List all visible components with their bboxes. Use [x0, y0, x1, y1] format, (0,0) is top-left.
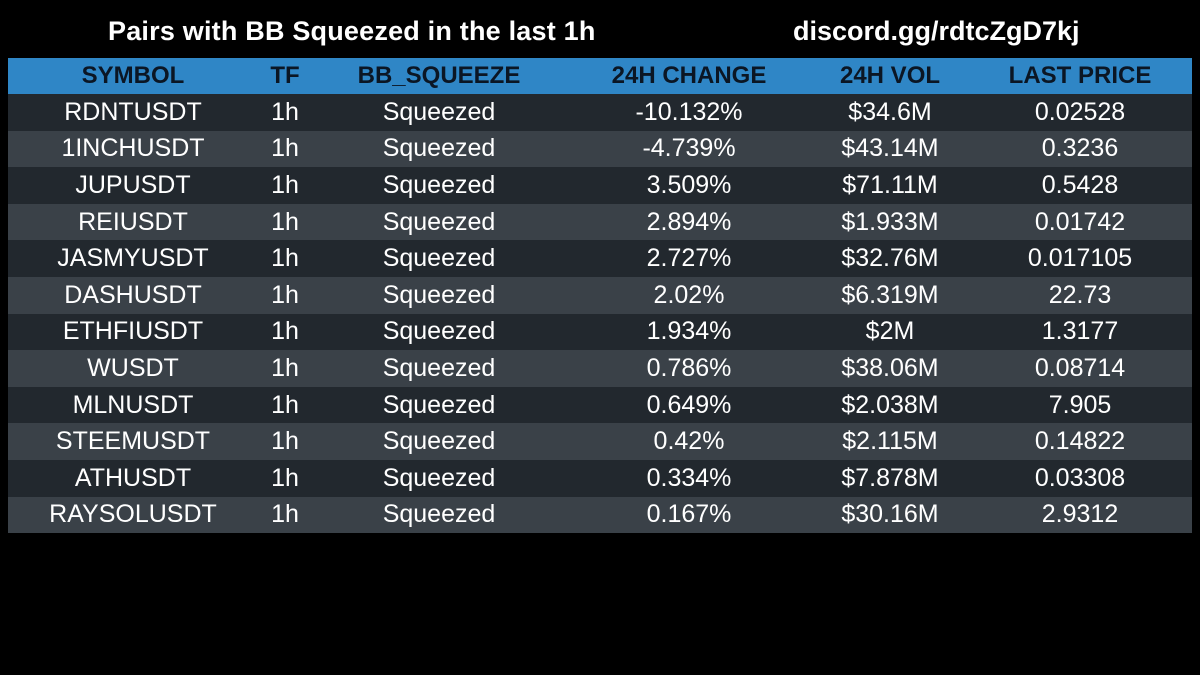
- cell-last-price: 0.14822: [968, 423, 1192, 460]
- cell-bb-squeeze: Squeezed: [312, 167, 566, 204]
- cell-24h-vol: $1.933M: [812, 203, 968, 241]
- cell-last-price: 2.9312: [968, 496, 1192, 534]
- cell-24h-change: 0.786%: [566, 350, 812, 387]
- cell-24h-change: -10.132%: [566, 94, 812, 131]
- cell-24h-change: 2.727%: [566, 240, 812, 277]
- table-header-row: SYMBOL TF BB_SQUEEZE 24H CHANGE 24H VOL …: [8, 58, 1192, 94]
- cell-symbol: ETHFIUSDT: [8, 313, 258, 351]
- cell-symbol: JASMYUSDT: [8, 240, 258, 277]
- cell-tf: 1h: [258, 313, 312, 351]
- table-row: JUPUSDT 1h Squeezed 3.509% $71.11M 0.5428: [8, 167, 1192, 204]
- cell-bb-squeeze: Squeezed: [312, 130, 566, 168]
- discord-link[interactable]: discord.gg/rdtcZgD7kj: [793, 16, 1080, 46]
- table-body: RDNTUSDT 1h Squeezed -10.132% $34.6M 0.02528 1…: [8, 94, 1192, 534]
- cell-bb-squeeze: Squeezed: [312, 459, 566, 497]
- cell-last-price: 0.3236: [968, 130, 1192, 168]
- cell-last-price: 1.3177: [968, 313, 1192, 351]
- cell-bb-squeeze: Squeezed: [312, 276, 566, 314]
- cell-last-price: 22.73: [968, 276, 1192, 314]
- cell-tf: 1h: [258, 167, 312, 204]
- cell-24h-vol: $43.14M: [812, 130, 968, 168]
- cell-symbol: 1INCHUSDT: [8, 130, 258, 168]
- cell-bb-squeeze: Squeezed: [312, 496, 566, 534]
- cell-symbol: DASHUSDT: [8, 276, 258, 314]
- cell-last-price: 0.03308: [968, 459, 1192, 497]
- table-row: ETHFIUSDT 1h Squeezed 1.934% $2M 1.3177: [8, 313, 1192, 351]
- cell-symbol: REIUSDT: [8, 203, 258, 241]
- cell-tf: 1h: [258, 350, 312, 387]
- cell-last-price: 0.02528: [968, 94, 1192, 131]
- column-header-tf: TF: [258, 58, 312, 94]
- cell-bb-squeeze: Squeezed: [312, 350, 566, 387]
- cell-24h-vol: $71.11M: [812, 167, 968, 204]
- cell-tf: 1h: [258, 423, 312, 460]
- table-row: 1INCHUSDT 1h Squeezed -4.739% $43.14M 0.3236: [8, 130, 1192, 168]
- header: Pairs with BB Squeezed in the last 1h di…: [0, 0, 1200, 58]
- cell-24h-change: 0.334%: [566, 459, 812, 497]
- cell-24h-change: 2.894%: [566, 203, 812, 241]
- cell-last-price: 0.08714: [968, 350, 1192, 387]
- cell-last-price: 7.905: [968, 386, 1192, 424]
- table-row: JASMYUSDT 1h Squeezed 2.727% $32.76M 0.017105: [8, 240, 1192, 277]
- cell-24h-vol: $6.319M: [812, 276, 968, 314]
- cell-bb-squeeze: Squeezed: [312, 94, 566, 131]
- page-title: Pairs with BB Squeezed in the last 1h: [108, 16, 596, 46]
- table-row: MLNUSDT 1h Squeezed 0.649% $2.038M 7.905: [8, 386, 1192, 424]
- cell-bb-squeeze: Squeezed: [312, 313, 566, 351]
- cell-tf: 1h: [258, 496, 312, 534]
- column-header-24h-change: 24H CHANGE: [566, 58, 812, 94]
- cell-24h-vol: $2M: [812, 313, 968, 351]
- column-header-symbol: SYMBOL: [8, 58, 258, 94]
- cell-24h-vol: $34.6M: [812, 94, 968, 131]
- cell-symbol: WUSDT: [8, 350, 258, 387]
- cell-symbol: MLNUSDT: [8, 386, 258, 424]
- cell-24h-change: 1.934%: [566, 313, 812, 351]
- cell-24h-change: 0.42%: [566, 423, 812, 460]
- column-header-last-price: LAST PRICE: [968, 58, 1192, 94]
- cell-tf: 1h: [258, 386, 312, 424]
- cell-symbol: STEEMUSDT: [8, 423, 258, 460]
- cell-tf: 1h: [258, 130, 312, 168]
- cell-bb-squeeze: Squeezed: [312, 203, 566, 241]
- cell-bb-squeeze: Squeezed: [312, 423, 566, 460]
- cell-symbol: RAYSOLUSDT: [8, 496, 258, 534]
- table-row: REIUSDT 1h Squeezed 2.894% $1.933M 0.01742: [8, 203, 1192, 241]
- cell-symbol: ATHUSDT: [8, 459, 258, 497]
- table-row: DASHUSDT 1h Squeezed 2.02% $6.319M 22.73: [8, 276, 1192, 314]
- cell-24h-vol: $7.878M: [812, 459, 968, 497]
- cell-24h-vol: $30.16M: [812, 496, 968, 534]
- cell-tf: 1h: [258, 203, 312, 241]
- cell-last-price: 0.5428: [968, 167, 1192, 204]
- cell-24h-vol: $38.06M: [812, 350, 968, 387]
- cell-tf: 1h: [258, 240, 312, 277]
- table-row: RAYSOLUSDT 1h Squeezed 0.167% $30.16M 2.9312: [8, 496, 1192, 534]
- cell-symbol: JUPUSDT: [8, 167, 258, 204]
- cell-24h-change: 0.167%: [566, 496, 812, 534]
- column-header-bb-squeeze: BB_SQUEEZE: [312, 58, 566, 94]
- cell-last-price: 0.01742: [968, 203, 1192, 241]
- cell-tf: 1h: [258, 276, 312, 314]
- cell-24h-change: 3.509%: [566, 167, 812, 204]
- table-row: WUSDT 1h Squeezed 0.786% $38.06M 0.08714: [8, 350, 1192, 387]
- table-row: RDNTUSDT 1h Squeezed -10.132% $34.6M 0.02528: [8, 94, 1192, 131]
- cell-24h-change: 0.649%: [566, 386, 812, 424]
- table-row: STEEMUSDT 1h Squeezed 0.42% $2.115M 0.14822: [8, 423, 1192, 460]
- column-header-24h-vol: 24H VOL: [812, 58, 968, 94]
- cell-24h-vol: $2.115M: [812, 423, 968, 460]
- cell-bb-squeeze: Squeezed: [312, 240, 566, 277]
- table-row: ATHUSDT 1h Squeezed 0.334% $7.878M 0.03308: [8, 459, 1192, 497]
- cell-tf: 1h: [258, 94, 312, 131]
- cell-last-price: 0.017105: [968, 240, 1192, 277]
- cell-24h-change: -4.739%: [566, 130, 812, 168]
- cell-tf: 1h: [258, 459, 312, 497]
- cell-24h-vol: $2.038M: [812, 386, 968, 424]
- cell-bb-squeeze: Squeezed: [312, 386, 566, 424]
- cell-24h-vol: $32.76M: [812, 240, 968, 277]
- cell-symbol: RDNTUSDT: [8, 94, 258, 131]
- cell-24h-change: 2.02%: [566, 276, 812, 314]
- squeeze-table: SYMBOL TF BB_SQUEEZE 24H CHANGE 24H VOL …: [8, 58, 1192, 534]
